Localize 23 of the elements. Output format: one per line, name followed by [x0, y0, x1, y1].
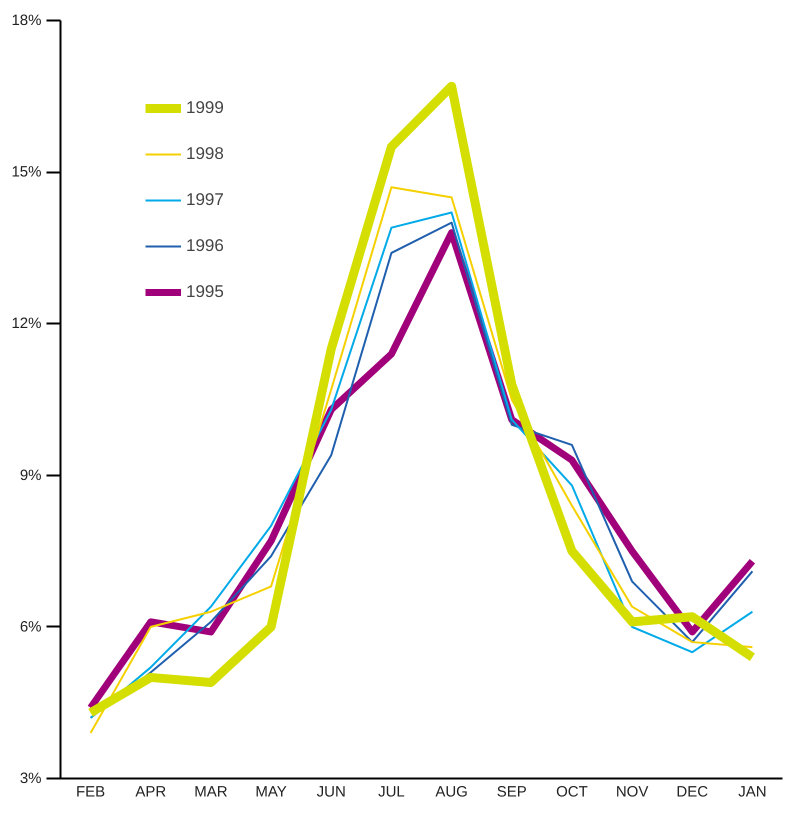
- y-tick-label: 6%: [20, 618, 42, 636]
- x-tick-label: MAY: [255, 784, 287, 800]
- x-tick-label: AUG: [435, 784, 468, 800]
- x-tick-label: SEP: [496, 784, 527, 800]
- y-tick-label: 12%: [11, 315, 42, 332]
- x-tick-label: JUL: [378, 784, 405, 800]
- y-tick-label: 9%: [20, 466, 42, 484]
- x-tick-label: FEB: [76, 784, 106, 800]
- x-tick-label: NOV: [616, 784, 648, 800]
- legend-label: 1995: [186, 282, 224, 302]
- x-tick-label: JAN: [738, 784, 767, 800]
- x-tick-label: APR: [135, 784, 166, 800]
- x-tick-label: JUN: [316, 784, 346, 800]
- x-tick-label: OCT: [556, 784, 588, 800]
- legend-label: 1996: [186, 236, 224, 256]
- x-tick-label: MAR: [194, 784, 228, 800]
- y-tick-label: 15%: [11, 164, 42, 181]
- y-tick-label: 18%: [11, 12, 42, 29]
- legend-label: 1998: [186, 144, 224, 164]
- y-tick-label: 3%: [20, 770, 42, 787]
- legend-label: 1997: [186, 190, 224, 210]
- legend-label: 1999: [186, 98, 224, 118]
- x-tick-label: DEC: [676, 784, 708, 800]
